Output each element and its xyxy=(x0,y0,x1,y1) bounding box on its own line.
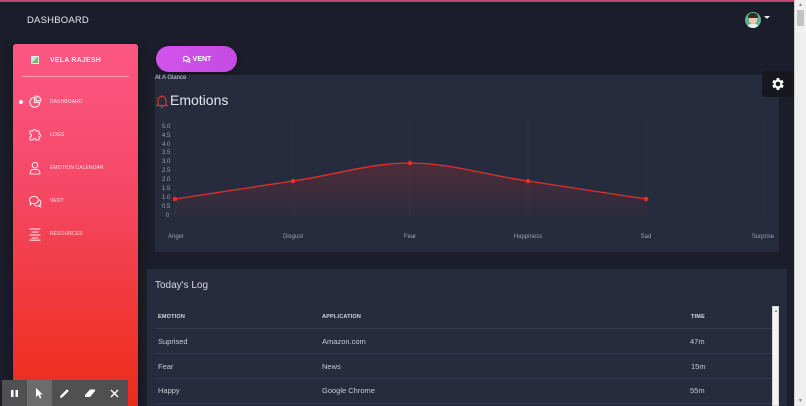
x-tick: Surprise xyxy=(751,234,775,240)
cell-application: Google Chrome xyxy=(322,386,375,395)
y-tick: 0.5 xyxy=(162,204,171,210)
pause-icon xyxy=(11,389,18,397)
cell-time: 47m xyxy=(690,337,705,346)
row-divider xyxy=(155,403,772,404)
sidebar-item-dashboard[interactable]: DASHBOARD xyxy=(13,92,138,112)
sidebar-item-resources[interactable]: RESOURCES xyxy=(13,224,138,244)
sidebar-item-label: EMOTION CALENDAR xyxy=(50,165,104,171)
gear-icon xyxy=(772,78,784,90)
x-tick: Fear xyxy=(403,234,417,240)
page-scrollbar[interactable]: ▲ ▼ xyxy=(794,0,806,406)
sidebar-user[interactable]: VELA RAJESH xyxy=(13,44,138,77)
y-tick: 1.5 xyxy=(162,186,171,192)
y-tick: 3.0 xyxy=(162,159,171,165)
x-tick: Sad xyxy=(640,234,652,240)
cell-emotion: Happy xyxy=(158,386,180,395)
user-avatar-icon[interactable] xyxy=(745,12,761,28)
sidebar-item-label: VENT xyxy=(50,198,64,204)
y-tick: 4.0 xyxy=(162,142,171,148)
sidebar-item-label: DASHBOARD xyxy=(50,99,83,105)
todays-log-card xyxy=(147,269,787,406)
user-name: VELA RAJESH xyxy=(50,57,101,64)
scroll-down-icon[interactable]: ▼ xyxy=(798,398,803,404)
at-a-glance-label: At A Glance xyxy=(155,75,187,81)
puzzle-icon xyxy=(29,129,41,141)
column-header-emotion: EMOTION xyxy=(158,314,186,320)
log-table-scrollbar[interactable]: ▲ xyxy=(772,306,779,406)
log-title: Today's Log xyxy=(155,280,209,291)
y-tick: 2.5 xyxy=(162,168,171,174)
data-point xyxy=(525,178,531,184)
bell-icon xyxy=(156,95,168,108)
y-tick: 4.5 xyxy=(162,133,171,139)
row-divider xyxy=(155,328,772,329)
sidebar-item-label: RESOURCES xyxy=(50,231,83,237)
y-tick: 5.0 xyxy=(162,124,171,130)
cell-time: 15m xyxy=(691,362,706,371)
scroll-up-icon[interactable]: ▲ xyxy=(798,2,803,8)
cell-emotion: Fear xyxy=(158,362,174,371)
cell-application: Amazon.com xyxy=(322,337,366,346)
chart-title: Emotions xyxy=(170,92,229,108)
data-point xyxy=(172,196,178,202)
emotions-chart-card xyxy=(155,75,779,252)
vent-button-label: VENT xyxy=(192,55,212,63)
eraser-icon xyxy=(84,389,95,397)
column-header-application: APPLICATION xyxy=(322,314,362,320)
x-tick: Disgust xyxy=(282,234,304,240)
chat-bubbles-icon xyxy=(28,195,42,208)
emotions-line-chart xyxy=(172,120,764,220)
data-point xyxy=(643,196,649,202)
sidebar-item-label: LOGS xyxy=(50,132,65,138)
pie-chart-icon xyxy=(29,95,42,108)
pause-button[interactable] xyxy=(2,380,27,406)
scrollbar-thumb[interactable] xyxy=(797,10,804,26)
pen-tool-button[interactable] xyxy=(52,380,77,406)
data-point xyxy=(407,160,413,166)
cell-time: 55m xyxy=(690,386,705,395)
y-tick: 1.0 xyxy=(162,195,171,201)
y-tick: 3.5 xyxy=(162,150,171,156)
cell-emotion: Suprised xyxy=(158,337,188,346)
navbar-brand[interactable]: DASHBOARD xyxy=(27,15,89,26)
pointer-icon xyxy=(36,387,43,398)
vent-button[interactable]: VENT xyxy=(156,46,237,72)
scroll-up-icon[interactable]: ▲ xyxy=(774,308,778,313)
pen-icon xyxy=(60,388,69,398)
y-tick: 0 xyxy=(166,213,170,219)
x-tick: Happiness xyxy=(513,234,543,240)
pointer-tool-button[interactable] xyxy=(27,380,52,406)
close-icon xyxy=(110,389,119,397)
sidebar-item-logs[interactable]: LOGS xyxy=(13,125,138,145)
annotation-toolbar xyxy=(2,380,128,406)
chat-bubbles-icon xyxy=(182,55,191,63)
user-photo-broken-icon xyxy=(31,56,39,64)
y-tick: 2.0 xyxy=(162,177,171,183)
sidebar-item-vent[interactable]: VENT xyxy=(13,191,138,211)
close-toolbar-button[interactable] xyxy=(102,380,127,406)
top-accent-bar xyxy=(0,0,794,2)
row-divider xyxy=(155,353,772,354)
sidebar-item-emotion-calendar[interactable]: EMOTION CALENDAR xyxy=(13,158,138,178)
caret-down-icon[interactable] xyxy=(764,16,770,19)
data-point xyxy=(290,178,296,184)
top-navbar: DASHBOARD xyxy=(0,2,794,40)
sidebar: VELA RAJESH DASHBOARD LOGS EMOTION CALEN… xyxy=(13,44,138,406)
settings-button[interactable] xyxy=(762,71,794,97)
column-header-time: TIME xyxy=(691,314,705,320)
x-tick: Anger xyxy=(167,234,185,240)
active-dot-icon xyxy=(19,100,23,104)
sidebar-divider xyxy=(22,76,129,77)
row-divider xyxy=(155,378,772,379)
user-icon xyxy=(29,161,41,175)
eraser-tool-button[interactable] xyxy=(77,380,102,406)
align-center-icon xyxy=(29,228,41,241)
cell-application: News xyxy=(322,362,341,371)
